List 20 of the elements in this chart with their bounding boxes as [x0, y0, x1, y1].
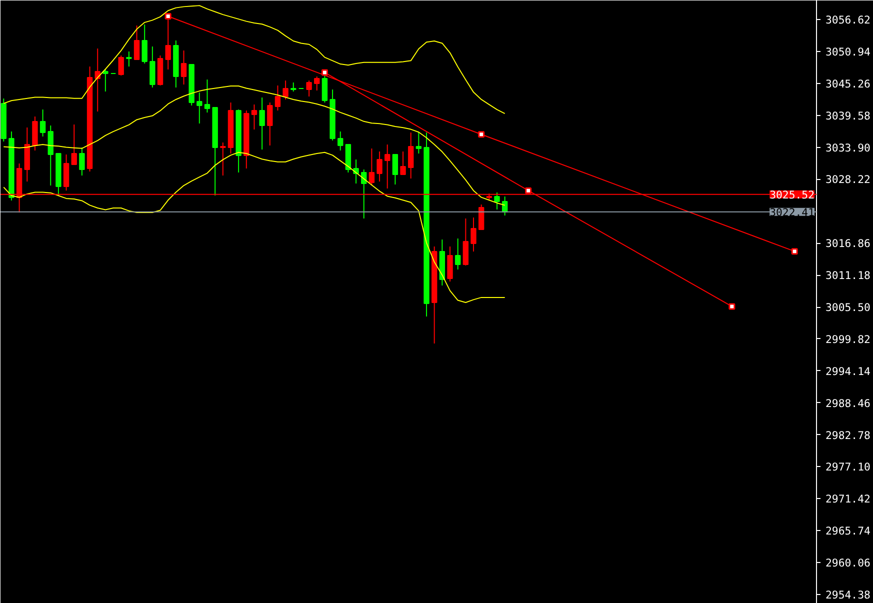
y-tick-label: 3045.26 — [826, 77, 870, 90]
y-tick-label: 2965.74 — [826, 524, 870, 538]
y-tick-label: 2960.06 — [826, 556, 870, 570]
y-tick-label: 3039.58 — [826, 109, 870, 122]
y-tick-label: 3056.62 — [826, 14, 870, 27]
y-tick-label: 2982.78 — [826, 428, 870, 442]
y-tick-label: 3011.18 — [826, 269, 870, 282]
y-tick-label: 2994.14 — [826, 364, 870, 378]
ref-line-label: 3025.52 — [770, 188, 815, 202]
y-tick-label: 2977.10 — [826, 460, 870, 474]
y-tick-label: 2999.82 — [826, 332, 870, 346]
y-tick-label: 3005.50 — [826, 301, 870, 314]
y-tick-label: 3033.90 — [826, 141, 870, 154]
y-tick-label: 2954.38 — [826, 588, 870, 602]
y-tick-label: 2971.42 — [826, 492, 870, 506]
y-tick-label: 3050.94 — [826, 45, 870, 58]
ref-line-label: 3022.41 — [770, 206, 815, 219]
y-tick-label: 3016.86 — [826, 237, 870, 250]
y-tick-label: 2988.46 — [826, 396, 870, 410]
y-tick-label: 3028.22 — [826, 173, 870, 186]
